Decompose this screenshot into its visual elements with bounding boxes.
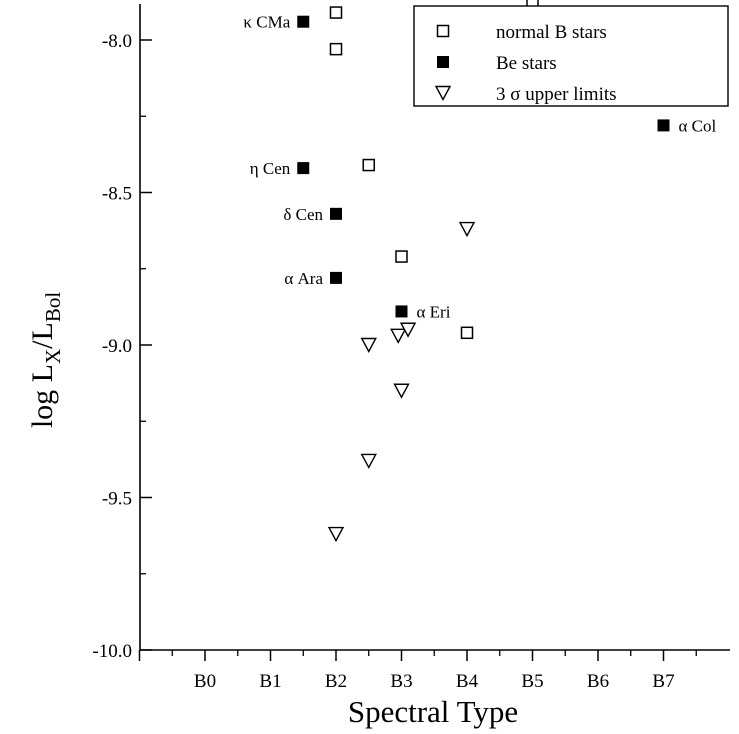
x-tick-label: B3 [390, 671, 412, 692]
y-axis-label-main: log L [26, 364, 59, 428]
legend-marker [436, 24, 450, 38]
y-tick-label: -8.5 [102, 184, 132, 205]
x-tick-label: B0 [194, 671, 216, 692]
be-star-point [330, 271, 342, 284]
star-label: α Eri [417, 302, 451, 321]
y-tick-label: -10.0 [92, 641, 132, 662]
normal-b-star-point [329, 42, 343, 56]
x-tick-label: B1 [259, 671, 281, 692]
legend-box [413, 5, 729, 107]
star-label: α Ara [284, 269, 323, 288]
legend-marker [437, 56, 449, 68]
normal-b-star-point [460, 326, 474, 340]
x-tick-label: B4 [456, 671, 479, 692]
y-axis-label-sub-x: X [41, 349, 65, 364]
normal-b-star-point [329, 6, 343, 19]
normal-b-star-point [362, 158, 375, 172]
normal-b-star-point [395, 250, 408, 263]
x-axis-label: Spectral Type [348, 694, 518, 729]
upper-limit-point [360, 337, 377, 353]
be-star-point [297, 162, 310, 175]
star-label: α Col [679, 116, 717, 135]
y-axis-label: log LX/LBol [26, 292, 65, 429]
upper-limit-point [390, 328, 407, 344]
star-label: κ CMa [243, 13, 290, 32]
be-star-point [297, 15, 310, 28]
upper-limit-point [360, 453, 377, 469]
x-tick-label: B7 [652, 671, 674, 692]
legend-label: 3 σ upper limits [496, 84, 617, 105]
upper-limit-point [393, 383, 410, 399]
be-star-point [330, 207, 342, 220]
star-label: δ Cen [283, 205, 323, 224]
ticks: -6.0-6.5-7.0-7.5-8.0-8.5-9.0-9.5-10.0B0B… [92, 31, 697, 692]
upper-limit-point [399, 322, 417, 338]
y-tick-label: -9.0 [102, 336, 132, 357]
legend-marker [434, 85, 452, 101]
upper-limit-point [458, 221, 476, 238]
y-tick-label: -8.0 [102, 31, 132, 52]
y-axis-label-sep: /L [26, 322, 59, 349]
upper-limit-point [327, 526, 345, 543]
be-star-point [657, 119, 670, 132]
legend-label: Be stars [496, 53, 557, 74]
x-tick-label: B6 [587, 671, 609, 692]
x-tick-label: B2 [325, 671, 347, 692]
y-tick-label: -9.5 [102, 489, 132, 510]
be-star-point [395, 305, 408, 318]
legend-label: normal B stars [496, 22, 607, 43]
legend: normal B stars Be stars 3 σ upper limits [413, 5, 729, 107]
y-axis-label-sub-bol: Bol [41, 292, 65, 323]
x-tick-label: B5 [521, 671, 543, 692]
star-label: η Cen [250, 159, 291, 178]
